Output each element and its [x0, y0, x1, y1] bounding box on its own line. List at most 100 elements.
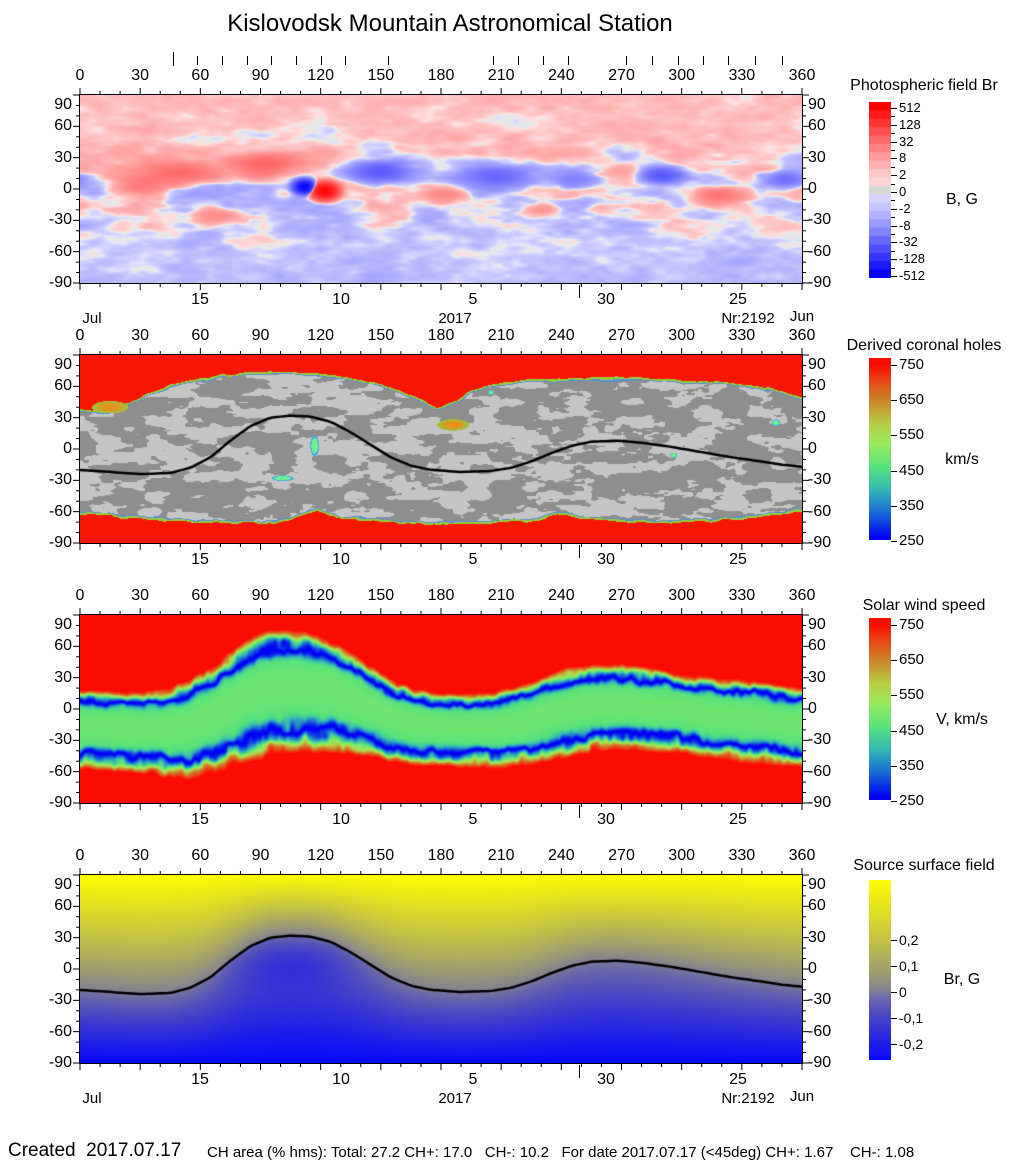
colorbar-photospheric: [869, 102, 891, 278]
colorbar-tick-label: -0,2: [899, 1035, 924, 1052]
colorbar-tick: [891, 365, 897, 366]
date-label: 10: [332, 811, 350, 828]
x-tick-label: 180: [427, 847, 455, 864]
colorbar-source-surface: [869, 880, 891, 1060]
colorbar-unit-label: km/s: [945, 451, 979, 468]
colorbar-minor-tick: [891, 166, 895, 168]
x-tick-label: 150: [367, 847, 395, 864]
y-tick-label: -30: [48, 471, 72, 489]
date-label: 25: [729, 1071, 747, 1088]
day-tick: [247, 56, 248, 65]
ch-area-stats: CH area (% hms): Total: 27.2 CH+: 17.0 C…: [207, 1144, 915, 1161]
y-tick-label: -90: [808, 534, 832, 551]
x-tick-label: 240: [547, 327, 575, 344]
colorbar-coronal-holes: [869, 358, 891, 540]
colorbar-tick-label: 2: [899, 167, 907, 183]
month-label-right: Jun: [789, 1088, 815, 1105]
y-tick-label: -30: [48, 731, 72, 749]
month-boundary-tick: [579, 1065, 580, 1078]
x-tick-label: 0: [75, 327, 85, 344]
map-coronal-holes: [79, 354, 803, 544]
colorbar-tick: [891, 1018, 897, 1020]
colorbar-unit-label: V, km/s: [936, 711, 988, 728]
colorbar-tick-label: 512: [899, 100, 921, 115]
day-tick: [568, 56, 569, 65]
colorbar-tick-label: 128: [899, 116, 921, 132]
y-tick-label: 0: [808, 700, 817, 717]
colorbar-tick: [891, 175, 897, 177]
y-tick-label: 30: [54, 408, 72, 426]
colorbar-tick-label: 450: [899, 721, 925, 739]
axis-ticks: [73, 88, 809, 290]
x-tick-label: 90: [251, 587, 270, 604]
x-tick-label: 270: [608, 587, 635, 604]
x-tick-label: 30: [131, 847, 150, 864]
y-tick-label: -90: [808, 1054, 832, 1071]
colorbar-tick-label: 250: [899, 792, 925, 809]
created-date: 2017.07.17: [86, 1140, 182, 1161]
y-tick-label: 30: [54, 668, 72, 686]
month-boundary-tick: [579, 545, 580, 558]
x-tick-label: 150: [367, 587, 395, 604]
x-tick-label: 90: [251, 327, 270, 344]
year-label: 2017: [438, 1090, 472, 1107]
date-label: 10: [332, 1071, 350, 1088]
x-tick-label: 270: [608, 67, 635, 84]
x-tick-label: 360: [788, 67, 816, 84]
date-label: 30: [597, 551, 615, 568]
page-title: Kislovodsk Mountain Astronomical Station: [227, 10, 673, 37]
y-tick-label: 90: [808, 356, 826, 373]
colorbar-tick-label: 0: [899, 983, 907, 1000]
y-tick-label: 0: [63, 700, 72, 717]
colorbar-tick: [891, 141, 897, 143]
x-tick-label: 120: [307, 587, 334, 604]
y-tick-label: 90: [808, 616, 826, 633]
day-tick: [321, 56, 322, 65]
colorbar-tick-label: 32: [899, 133, 914, 149]
y-tick-label: -60: [48, 242, 72, 260]
colorbar-tick-label: -8: [899, 217, 911, 233]
date-label: 5: [468, 1071, 478, 1088]
colorbar-tick-label: 350: [899, 756, 925, 774]
colorbar-tick-label: -128: [899, 251, 926, 267]
x-tick-label: 120: [307, 847, 334, 864]
colorbar-tick: [891, 541, 897, 542]
colorbar-tick: [891, 660, 897, 662]
colorbar-tick: [891, 625, 897, 626]
colorbar-tick: [891, 259, 897, 261]
date-label: 30: [597, 1071, 615, 1088]
y-tick-label: -90: [48, 794, 72, 811]
x-tick-label: 240: [547, 67, 575, 84]
day-tick: [678, 56, 679, 65]
day-tick: [782, 56, 783, 65]
y-tick-label: -90: [808, 274, 832, 291]
y-tick-label: 90: [808, 96, 826, 113]
x-tick-label: 240: [547, 847, 575, 864]
axis-ticks: [73, 608, 809, 810]
x-tick-label: 300: [668, 587, 695, 604]
y-tick-label: -30: [808, 471, 832, 489]
day-tick: [296, 56, 297, 65]
colorbar-tick: [891, 939, 897, 941]
x-tick-label: 60: [191, 847, 210, 864]
x-tick-label: 120: [307, 67, 334, 84]
month-boundary-tick: [579, 805, 580, 818]
x-tick-label: 330: [728, 847, 756, 864]
y-tick-label: 0: [63, 440, 72, 457]
y-tick-label: -60: [48, 502, 72, 520]
y-tick-label: -30: [808, 991, 832, 1009]
colorbar-minor-tick: [891, 150, 895, 151]
colorbar-tick-label: 0: [899, 184, 907, 199]
y-tick-label: 60: [54, 377, 72, 395]
colorbar-tick: [891, 435, 897, 437]
year-label: 2017: [438, 310, 472, 327]
colorbar-tick: [891, 225, 897, 227]
x-tick-label: 60: [191, 327, 210, 344]
colorbar-tick: [891, 242, 897, 244]
y-tick-label: -30: [808, 731, 832, 749]
x-tick-label: 150: [367, 67, 395, 84]
month-label-left: Jul: [82, 310, 102, 327]
x-tick-label: 360: [788, 327, 816, 344]
day-tick: [755, 56, 756, 65]
day-tick: [222, 56, 223, 65]
